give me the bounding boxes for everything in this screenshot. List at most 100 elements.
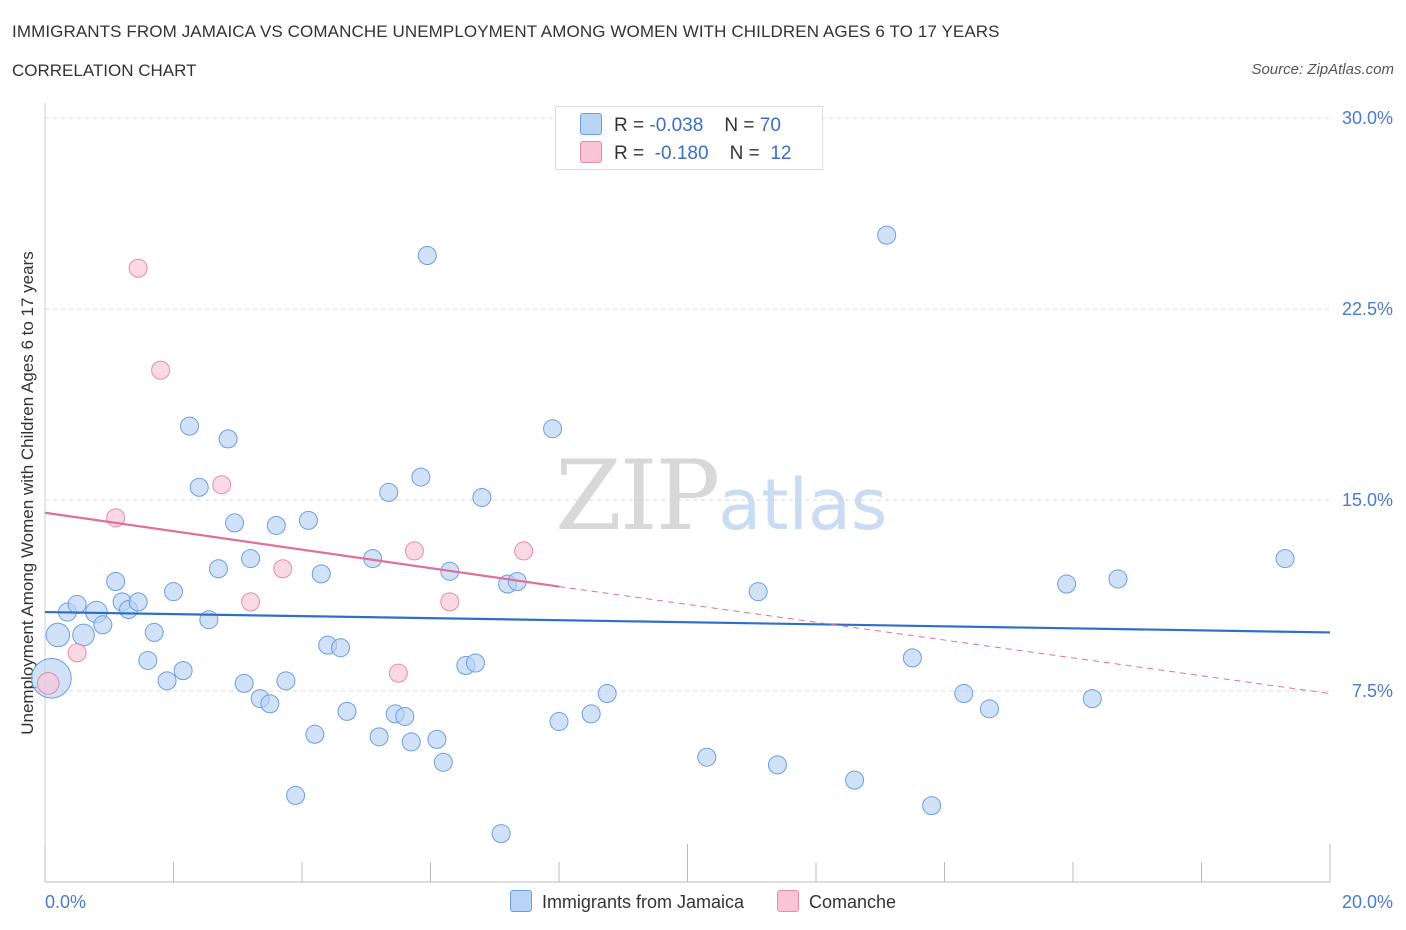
trendline-comanche: [44, 511, 560, 588]
point-jamaica: [902, 648, 922, 668]
series-label-jamaica: Immigrants from Jamaica: [541, 892, 744, 912]
point-jamaica: [767, 755, 787, 775]
point-jamaica: [128, 592, 148, 612]
point-jamaica: [225, 513, 245, 533]
point-jamaica: [549, 712, 569, 732]
legend-n-value-comanche: 12: [770, 143, 792, 164]
legend-r-label: R =: [614, 143, 645, 164]
point-jamaica: [465, 653, 485, 673]
chart-title: IMMIGRANTS FROM JAMAICA VS COMANCHE UNEM…: [12, 22, 1000, 41]
point-jamaica: [199, 610, 219, 630]
legend-row-comanche: R = -0.180 N = 12: [580, 141, 791, 165]
point-jamaica: [845, 770, 865, 790]
trendline-jamaica: [44, 610, 1331, 634]
point-comanche: [404, 541, 424, 561]
point-jamaica: [298, 510, 318, 530]
source-credit: Source: ZipAtlas.com: [1251, 61, 1394, 78]
point-jamaica: [234, 673, 254, 693]
point-jamaica: [1108, 569, 1128, 589]
point-comanche: [67, 643, 87, 663]
series-legend-comanche: Comanche: [777, 890, 896, 913]
correlation-legend: R = -0.038 N = 70 R = -0.180 N = 12: [555, 106, 823, 170]
x-tick-label: 0.0%: [45, 892, 86, 912]
point-jamaica: [379, 482, 399, 502]
series-label-comanche: Comanche: [809, 892, 897, 912]
point-jamaica: [369, 727, 389, 747]
legend-swatch-jamaica: [580, 113, 602, 135]
point-jamaica: [93, 615, 113, 635]
point-jamaica: [276, 671, 296, 691]
point-jamaica: [491, 824, 511, 844]
point-comanche: [440, 592, 460, 612]
point-comanche: [273, 559, 293, 579]
point-jamaica: [67, 594, 87, 614]
point-comanche: [128, 258, 148, 278]
trendline-comanche-extension: [558, 586, 1331, 695]
point-jamaica: [581, 704, 601, 724]
point-jamaica: [241, 549, 261, 569]
point-jamaica: [1082, 689, 1102, 709]
point-comanche: [514, 541, 534, 561]
point-jamaica: [417, 246, 437, 266]
point-jamaica: [401, 732, 421, 752]
point-comanche: [388, 663, 408, 683]
point-jamaica: [305, 724, 325, 744]
point-jamaica: [979, 699, 999, 719]
point-jamaica: [1275, 549, 1295, 569]
point-jamaica: [189, 477, 209, 497]
point-jamaica: [311, 564, 331, 584]
point-jamaica: [697, 747, 717, 767]
point-jamaica: [411, 467, 431, 487]
point-jamaica: [173, 661, 193, 681]
point-jamaica: [331, 638, 351, 658]
point-jamaica: [138, 650, 158, 670]
point-jamaica: [286, 785, 306, 805]
chart-subtitle: CORRELATION CHART: [12, 61, 197, 80]
x-tick-label: 20.0%: [1342, 892, 1393, 912]
point-jamaica: [208, 559, 228, 579]
point-jamaica: [72, 623, 95, 647]
point-jamaica: [157, 671, 177, 691]
series-swatch-comanche: [777, 890, 799, 912]
point-jamaica: [180, 416, 200, 436]
point-jamaica: [45, 622, 71, 648]
point-jamaica: [922, 796, 942, 816]
legend-n-value-jamaica: 70: [759, 115, 781, 136]
watermark-zip: ZIP: [555, 440, 720, 552]
y-tick-label: 15.0%: [1342, 490, 1393, 510]
point-comanche: [36, 672, 60, 695]
series-legend: Immigrants from Jamaica Comanche: [0, 890, 1406, 913]
point-jamaica: [433, 752, 453, 772]
legend-n-label: N =: [729, 143, 760, 164]
legend-row-jamaica: R = -0.038 N = 70: [580, 113, 781, 137]
legend-r-value-jamaica: -0.038: [649, 115, 704, 136]
point-jamaica: [164, 582, 183, 602]
y-tick-label: 22.5%: [1342, 299, 1393, 319]
point-jamaica: [218, 429, 238, 449]
point-jamaica: [260, 694, 280, 714]
point-comanche: [241, 592, 261, 612]
point-jamaica: [395, 706, 415, 726]
point-jamaica: [106, 571, 126, 591]
point-jamaica: [266, 515, 286, 535]
y-tick-label: 7.5%: [1352, 681, 1393, 701]
point-jamaica: [337, 701, 357, 721]
point-jamaica: [597, 684, 617, 704]
series-legend-jamaica: Immigrants from Jamaica: [509, 890, 744, 913]
point-jamaica: [472, 487, 492, 507]
point-jamaica: [877, 225, 897, 245]
point-jamaica: [144, 622, 164, 642]
point-comanche: [151, 360, 171, 380]
point-jamaica: [954, 684, 974, 704]
watermark: ZIPatlas: [555, 440, 887, 552]
legend-r-value-comanche: -0.180: [654, 143, 709, 164]
legend-swatch-comanche: [580, 141, 602, 163]
legend-r-label: R =: [614, 115, 645, 136]
series-swatch-jamaica: [509, 890, 532, 912]
point-jamaica: [543, 419, 563, 439]
y-tick-label: 30.0%: [1342, 108, 1393, 128]
point-jamaica: [748, 582, 768, 602]
watermark-atlas: atlas: [718, 464, 888, 546]
point-jamaica: [427, 729, 447, 749]
